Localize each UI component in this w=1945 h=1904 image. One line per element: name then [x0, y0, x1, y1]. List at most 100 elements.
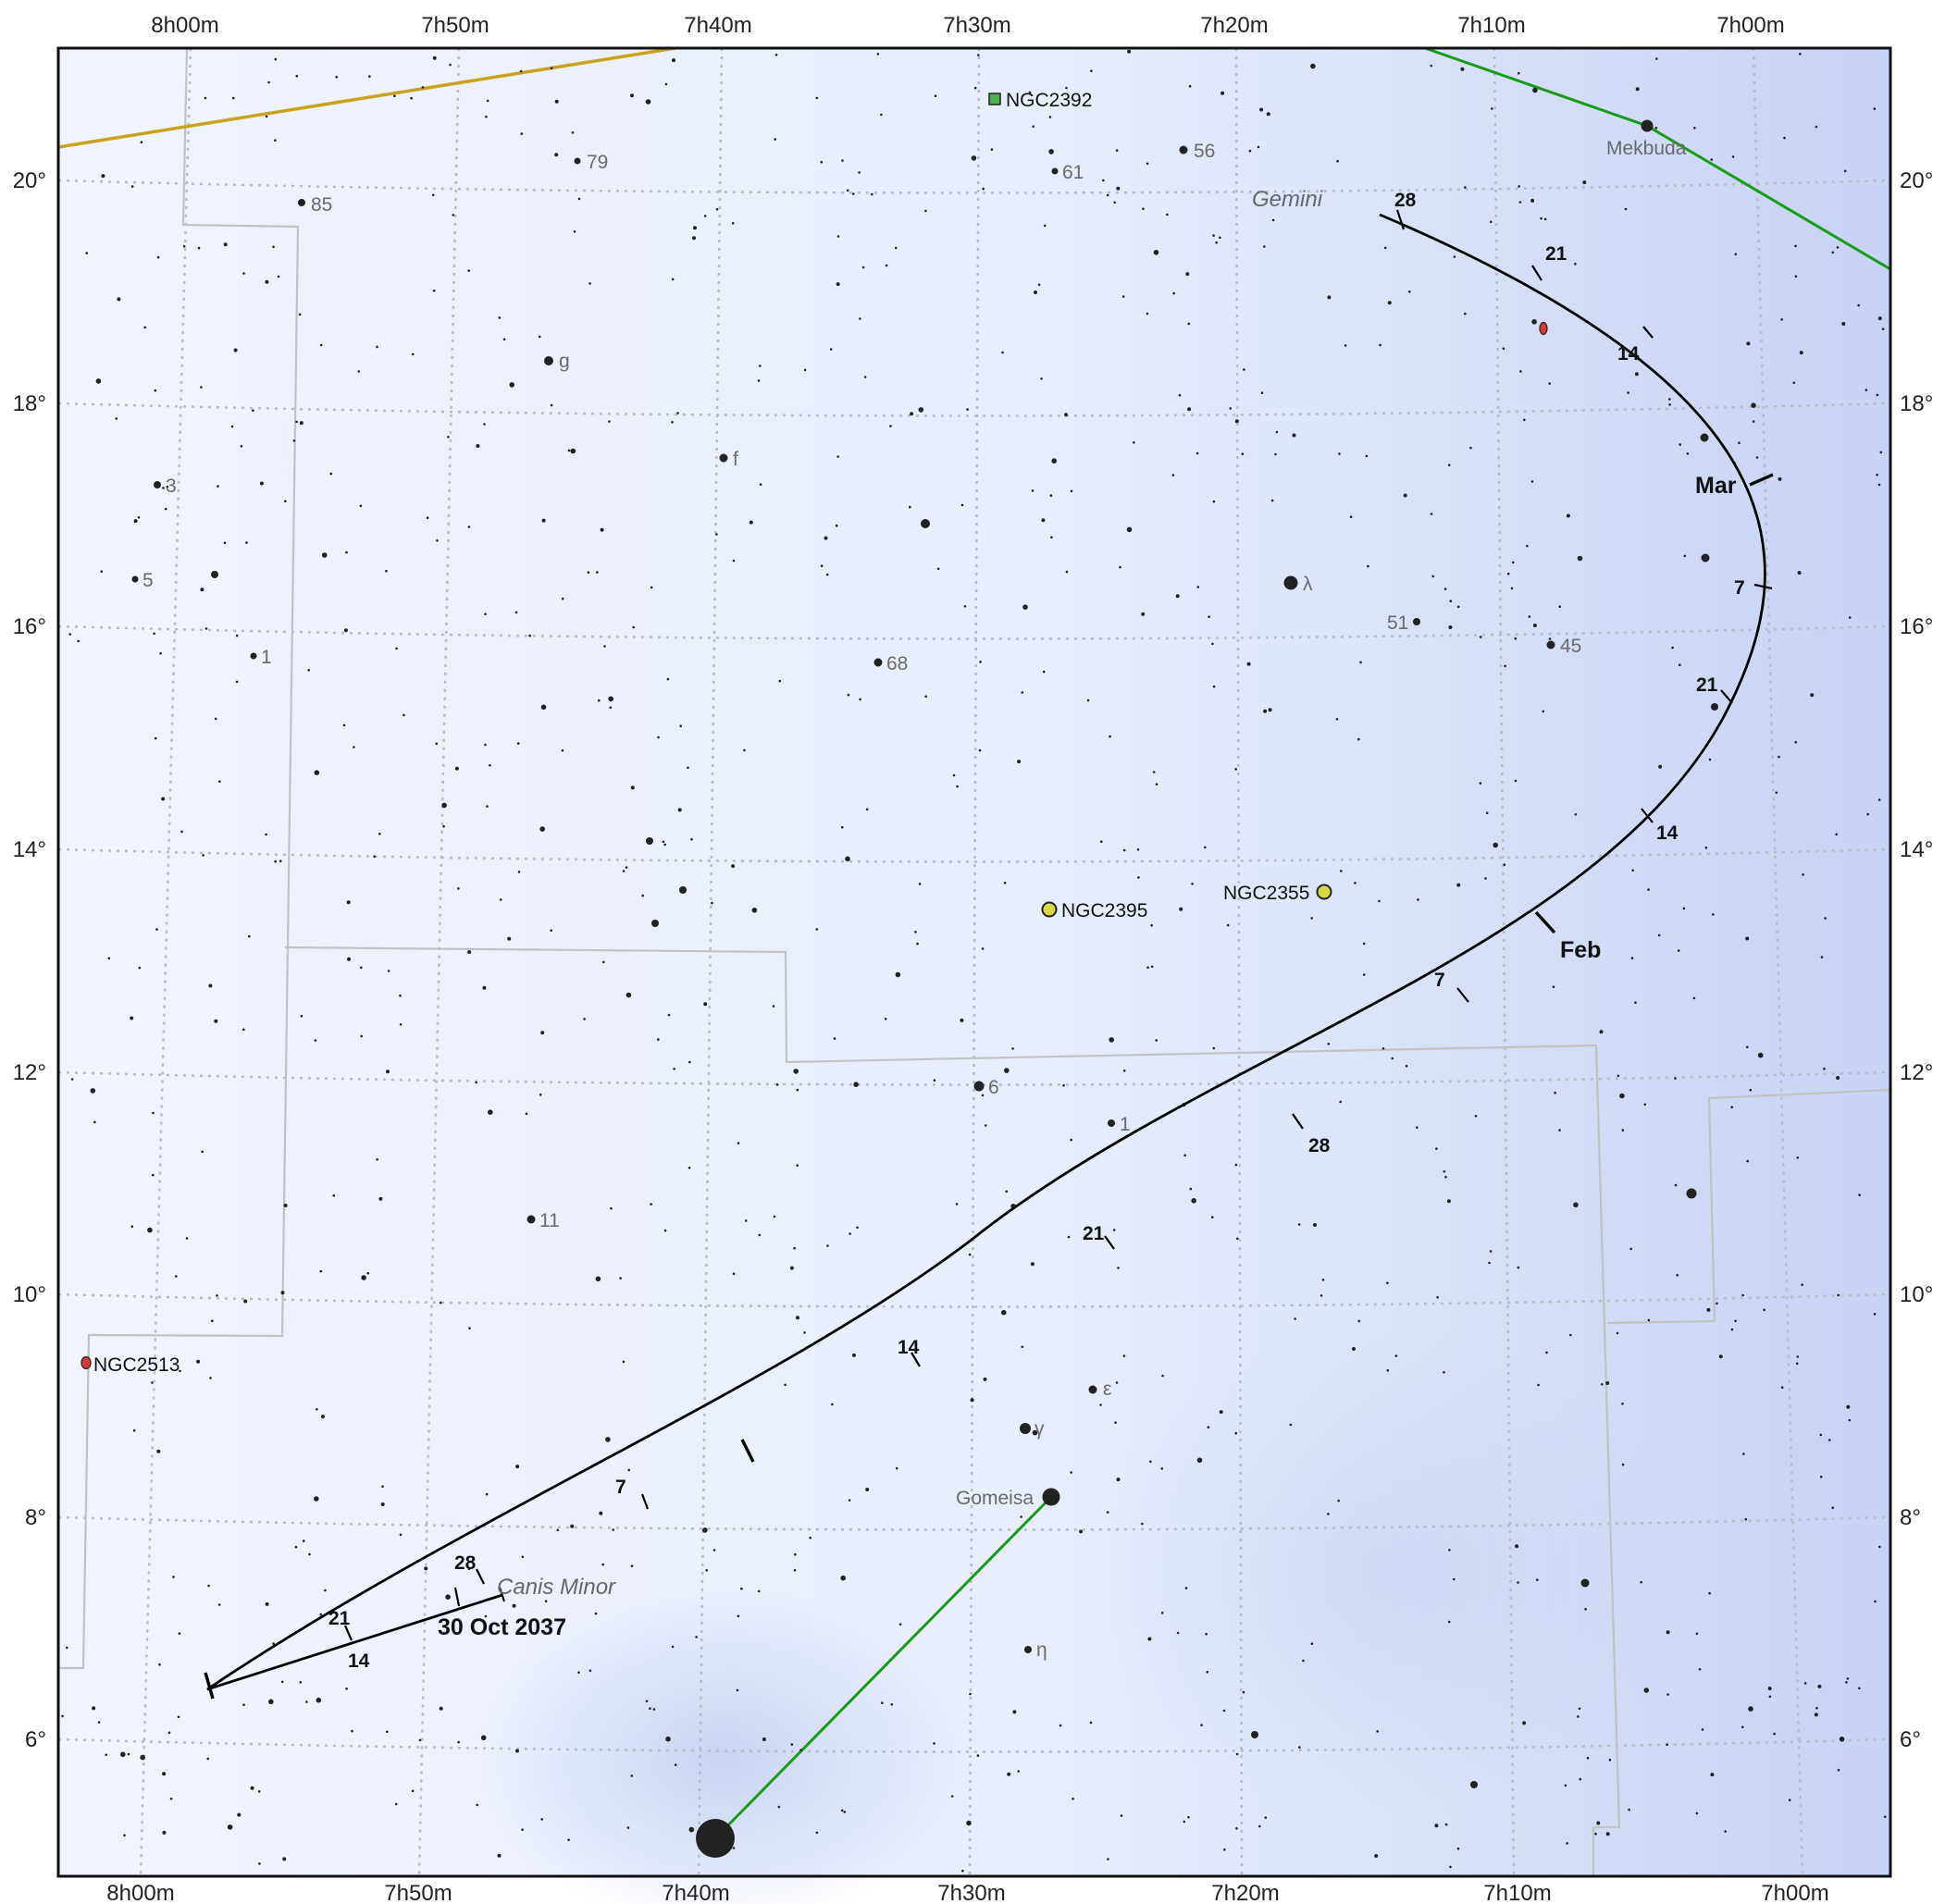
- faint-star: [1843, 169, 1847, 173]
- faint-star: [820, 564, 824, 567]
- faint-star: [314, 1496, 319, 1502]
- ra-label: 7h20m: [1200, 13, 1268, 38]
- faint-star: [1502, 347, 1505, 351]
- faint-star: [343, 628, 348, 633]
- faint-star: [732, 559, 736, 563]
- faint-star: [1383, 246, 1387, 250]
- faint-star: [1141, 612, 1146, 616]
- faint-star: [1819, 1476, 1823, 1478]
- faint-star: [127, 1752, 130, 1756]
- faint-star: [1003, 882, 1007, 884]
- faint-star: [784, 1383, 787, 1387]
- faint-star: [394, 1802, 398, 1806]
- faint-star: [1631, 869, 1634, 872]
- faint-star: [1028, 91, 1032, 94]
- faint-star: [1605, 1832, 1610, 1836]
- faint-star: [395, 647, 398, 650]
- faint-star: [1548, 637, 1552, 640]
- faint-star: [1106, 193, 1109, 197]
- faint-star: [1031, 489, 1034, 492]
- faint-star: [480, 1735, 487, 1741]
- faint-star: [1435, 1147, 1438, 1150]
- faint-star: [180, 830, 183, 834]
- faint-star: [1155, 783, 1158, 785]
- faint-star: [488, 1109, 493, 1115]
- faint-star: [1449, 600, 1453, 602]
- faint-star: [77, 639, 80, 643]
- faint-star: [1485, 811, 1489, 815]
- constellation-boundaries: [58, 48, 1890, 1876]
- faint-star: [1873, 1313, 1877, 1316]
- faint-star: [664, 82, 668, 86]
- ra-label: 7h50m: [421, 13, 489, 38]
- faint-star: [859, 317, 861, 320]
- faint-star: [815, 96, 819, 100]
- faint-star: [156, 255, 160, 259]
- faint-star: [169, 1797, 173, 1800]
- star-epsilon: [1088, 1385, 1097, 1394]
- faint-star: [1666, 1743, 1668, 1746]
- faint-star: [1357, 737, 1360, 741]
- faint-star: [703, 215, 707, 217]
- month-label: Mar: [1695, 473, 1737, 499]
- faint-star: [990, 148, 994, 151]
- faint-star: [778, 679, 782, 683]
- faint-star: [836, 282, 840, 287]
- faint-star: [307, 669, 311, 672]
- faint-star: [196, 1359, 201, 1364]
- faint-star: [1837, 1293, 1840, 1297]
- faint-star: [70, 1078, 74, 1081]
- sky-glow: [1092, 1332, 1684, 1813]
- faint-star: [1755, 456, 1759, 459]
- faint-star: [1447, 464, 1451, 467]
- faint-star: [712, 1549, 716, 1552]
- faint-star: [393, 94, 396, 98]
- faint-star: [1136, 848, 1140, 851]
- faint-star: [600, 527, 604, 532]
- faint-star: [1668, 403, 1671, 406]
- comet-path: [206, 213, 1766, 1691]
- faint-star: [1191, 883, 1194, 885]
- faint-star: [319, 1613, 323, 1616]
- named-star-label: Mekbuda: [1606, 138, 1687, 159]
- faint-star: [1011, 1047, 1014, 1050]
- faint-star: [485, 115, 488, 118]
- faint-star: [302, 1539, 305, 1542]
- faint-star: [1841, 322, 1846, 326]
- faint-star: [968, 1253, 972, 1256]
- faint-star: [1824, 917, 1827, 920]
- faint-star: [773, 1215, 776, 1218]
- faint-star: [231, 96, 235, 100]
- faint-star: [509, 382, 514, 388]
- faint-star: [852, 1353, 856, 1357]
- faint-star: [1716, 1302, 1718, 1305]
- faint-star: [550, 67, 553, 70]
- faint-star: [1070, 1138, 1072, 1142]
- faint-star: [885, 264, 888, 267]
- faint-star: [918, 883, 922, 885]
- faint-star: [265, 279, 269, 284]
- faint-star: [92, 1706, 96, 1711]
- faint-star: [612, 1528, 614, 1531]
- star-11: [527, 1215, 536, 1224]
- faint-star: [314, 770, 320, 775]
- faint-star: [476, 444, 480, 448]
- faint-star: [521, 1828, 524, 1831]
- faint-star: [1416, 1126, 1418, 1129]
- faint-star: [467, 269, 471, 272]
- faint-star: [1738, 441, 1741, 445]
- faint-star: [1166, 213, 1169, 216]
- faint-star: [1152, 771, 1156, 773]
- faint-star: [484, 743, 487, 747]
- faint-star: [346, 900, 351, 905]
- faint-star: [1605, 1381, 1610, 1385]
- star-label: 3: [166, 476, 177, 497]
- faint-star: [577, 197, 581, 201]
- faint-star: [1657, 933, 1661, 937]
- dso-label: NGC2513: [93, 1354, 180, 1376]
- star: [1686, 1188, 1697, 1199]
- faint-star: [1731, 155, 1735, 158]
- faint-star: [525, 1112, 528, 1116]
- dec-label: 14°: [1900, 837, 1933, 862]
- faint-star: [924, 695, 927, 699]
